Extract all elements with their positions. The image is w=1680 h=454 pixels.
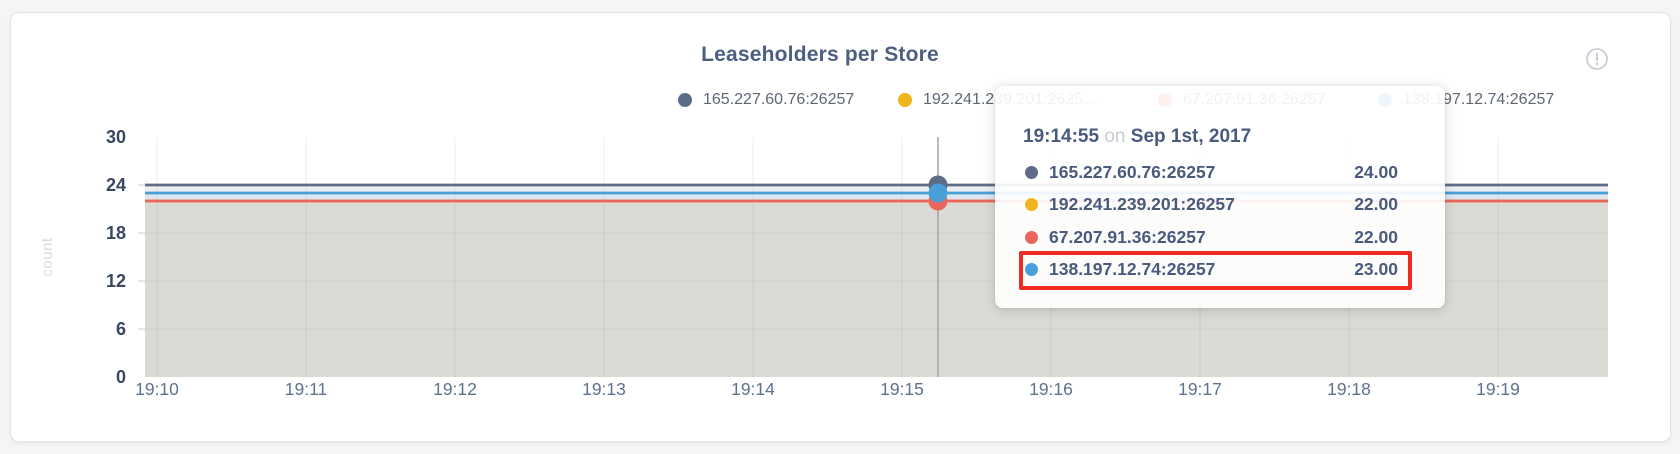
- y-tick-label-6: 6: [116, 319, 126, 339]
- x-tick-label-19:14: 19:14: [731, 379, 775, 399]
- x-tick-label-19:18: 19:18: [1327, 379, 1371, 399]
- info-icon[interactable]: [1585, 47, 1609, 71]
- legend-item-label: 165.227.60.76:26257: [703, 91, 855, 108]
- tooltip-series-value: 22.00: [1354, 226, 1398, 247]
- hover-point-dot-3: [928, 183, 948, 203]
- tooltip-series-value: 23.00: [1354, 259, 1398, 280]
- tooltip-series-label: 192.241.239.201:26257: [1049, 194, 1235, 215]
- legend-series-dot-icon: [898, 93, 912, 107]
- y-tick-label-18: 18: [106, 223, 126, 243]
- y-tick-label-24: 24: [106, 175, 126, 195]
- x-tick-label-19:10: 19:10: [135, 379, 179, 399]
- tooltip-series-label: 67.207.91.36:26257: [1049, 226, 1206, 247]
- tooltip-series-value: 24.00: [1354, 161, 1398, 182]
- y-tick-label-30: 30: [106, 127, 126, 147]
- y-tick-label-12: 12: [106, 271, 126, 291]
- tooltip-row-1: 192.241.239.201:26257 22.00: [1025, 189, 1398, 222]
- x-tick-label-19:17: 19:17: [1178, 379, 1222, 399]
- x-tick-label-19:16: 19:16: [1029, 379, 1073, 399]
- tooltip-row-2: 67.207.91.36:26257 22.00: [1025, 221, 1398, 254]
- chart-tooltip: 19:14:55 on Sep 1st, 2017 165.227.60.76:…: [995, 86, 1445, 308]
- tooltip-on-text: on: [1104, 126, 1126, 147]
- tooltip-rows: 165.227.60.76:26257 24.00 192.241.239.201:…: [1025, 156, 1398, 286]
- tooltip-row-3: 138.197.12.74:26257 23.00: [1025, 254, 1398, 287]
- tooltip-series-dot-icon: [1025, 165, 1038, 179]
- x-tick-label-19:13: 19:13: [582, 379, 626, 399]
- tooltip-header: 19:14:55 on Sep 1st, 2017: [1023, 124, 1417, 150]
- x-tick-label-19:11: 19:11: [285, 379, 328, 399]
- tooltip-time: 19:14:55: [1023, 126, 1100, 147]
- x-tick-label-19:19: 19:19: [1476, 379, 1520, 399]
- tooltip-row-0: 165.227.60.76:26257 24.00: [1025, 156, 1398, 189]
- chart-title: Leaseholders per Store: [701, 43, 939, 66]
- x-tick-label-19:12: 19:12: [433, 379, 477, 399]
- legend-series-dot-icon: [678, 93, 692, 107]
- tooltip-series-dot-icon: [1025, 263, 1038, 277]
- x-tick-label-19:15: 19:15: [880, 379, 924, 399]
- legend-item-0[interactable]: 165.227.60.76:26257: [678, 90, 854, 110]
- tooltip-series-label: 165.227.60.76:26257: [1049, 161, 1216, 182]
- tooltip-series-dot-icon: [1025, 198, 1038, 212]
- y-tick-label-0: 0: [116, 367, 126, 387]
- tooltip-series-label: 138.197.12.74:26257: [1049, 259, 1216, 280]
- tooltip-date: Sep 1st, 2017: [1130, 126, 1252, 147]
- tooltip-series-dot-icon: [1025, 230, 1038, 244]
- tooltip-series-value: 22.00: [1354, 194, 1398, 215]
